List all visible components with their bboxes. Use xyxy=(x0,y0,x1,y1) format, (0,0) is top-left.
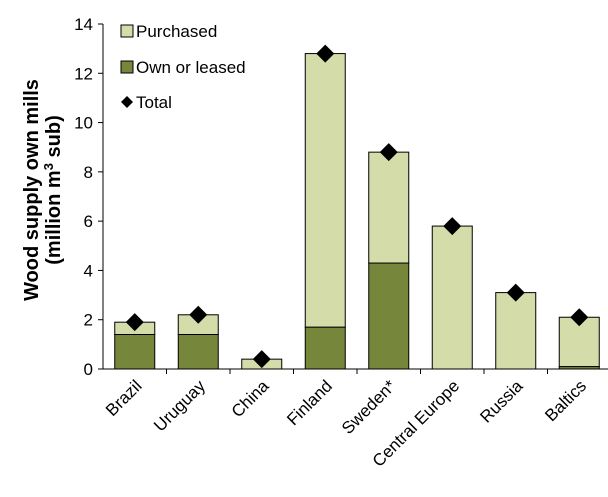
x-axis-labels: Brazil Uruguay China Finland Sweden*Central … xyxy=(102,369,590,471)
bar-own-or-leased-brazil xyxy=(114,334,156,370)
x-tick-label-baltics: Baltics xyxy=(541,376,590,425)
legend-marker-total xyxy=(121,96,133,108)
bar-own-or-leased-uruguay xyxy=(177,334,219,370)
bar-purchased-finland xyxy=(304,53,346,328)
legend-label-purchased: Purchased xyxy=(136,22,217,41)
bar-purchased-sweden xyxy=(368,151,410,264)
total-marker-china xyxy=(252,350,271,369)
y-axis: 0 2 4 6 8 10 12 14 xyxy=(74,15,103,379)
legend-label-total: Total xyxy=(136,93,172,112)
y-tick-label: 12 xyxy=(74,64,93,83)
x-tick-label-china: China xyxy=(228,376,273,421)
y-axis-title-line2: (million m3 sub) xyxy=(41,115,66,264)
total-marker-finland xyxy=(316,44,335,63)
legend-swatch-own-or-leased xyxy=(120,60,134,74)
bar-purchased-central-europe xyxy=(431,225,473,370)
bars xyxy=(114,53,600,370)
total-marker-brazil xyxy=(125,313,144,332)
x-tick-label-russia: Russia xyxy=(476,376,527,427)
x-tick-label-finland: Finland xyxy=(283,376,336,429)
y-axis-title: Wood supply own mills (million m3 sub) xyxy=(21,79,65,301)
bar-own-or-leased-finland xyxy=(304,326,346,370)
y-tick-label: 10 xyxy=(74,114,93,133)
legend: Purchased Own or leased Total xyxy=(120,22,246,112)
total-marker-sweden xyxy=(379,143,398,162)
y-tick-label: 8 xyxy=(84,163,93,182)
x-tick-label-uruguay: Uruguay xyxy=(150,376,209,435)
y-tick-label: 2 xyxy=(84,311,93,330)
y-tick-label: 0 xyxy=(84,360,93,379)
bar-own-or-leased-sweden xyxy=(368,262,410,370)
bar-purchased-russia xyxy=(495,292,537,370)
bar-purchased-baltics xyxy=(558,316,600,368)
y-tick-label: 4 xyxy=(84,261,93,280)
total-marker-baltics xyxy=(570,308,589,327)
x-tick-label-sweden: Sweden* xyxy=(338,376,400,438)
legend-label-own-or-leased: Own or leased xyxy=(136,58,246,77)
total-marker-uruguay xyxy=(189,305,208,324)
total-marker-russia xyxy=(506,283,525,302)
legend-swatch-purchased xyxy=(120,24,134,38)
y-tick-label: 14 xyxy=(74,15,93,34)
total-marker-central-europe xyxy=(443,217,462,236)
y-axis-title-line1: Wood supply own mills xyxy=(21,79,43,301)
y-tick-label: 6 xyxy=(84,212,93,231)
total-markers xyxy=(125,44,589,369)
x-tick-label-brazil: Brazil xyxy=(102,376,145,419)
